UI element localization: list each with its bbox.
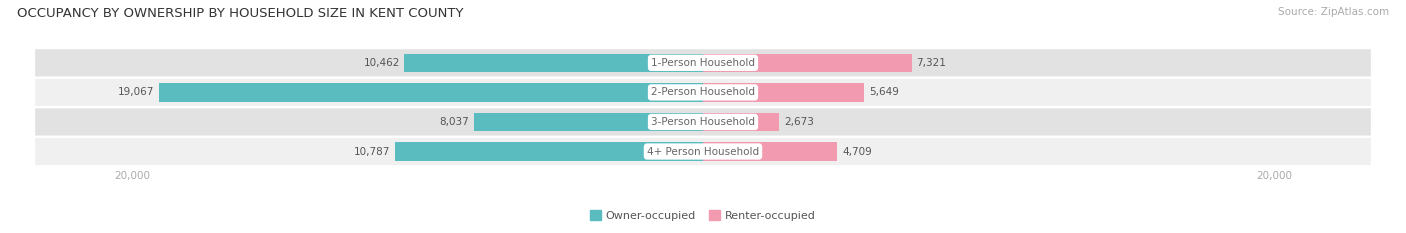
- Text: 19,067: 19,067: [118, 87, 155, 97]
- Text: 2,673: 2,673: [785, 117, 814, 127]
- Text: 10,462: 10,462: [364, 58, 399, 68]
- FancyBboxPatch shape: [35, 138, 1371, 165]
- Text: 5,649: 5,649: [869, 87, 898, 97]
- Bar: [395, 142, 703, 161]
- Legend: Owner-occupied, Renter-occupied: Owner-occupied, Renter-occupied: [586, 206, 820, 225]
- Text: 1-Person Household: 1-Person Household: [651, 58, 755, 68]
- Bar: [474, 113, 703, 131]
- Text: 3-Person Household: 3-Person Household: [651, 117, 755, 127]
- FancyBboxPatch shape: [35, 108, 1371, 136]
- Text: 2-Person Household: 2-Person Household: [651, 87, 755, 97]
- Bar: [703, 142, 838, 161]
- Bar: [703, 113, 779, 131]
- Text: OCCUPANCY BY OWNERSHIP BY HOUSEHOLD SIZE IN KENT COUNTY: OCCUPANCY BY OWNERSHIP BY HOUSEHOLD SIZE…: [17, 7, 464, 20]
- Text: 10,787: 10,787: [354, 147, 391, 157]
- Text: 7,321: 7,321: [917, 58, 946, 68]
- FancyBboxPatch shape: [35, 79, 1371, 106]
- Bar: [405, 54, 703, 72]
- Text: 4,709: 4,709: [842, 147, 872, 157]
- FancyBboxPatch shape: [35, 49, 1371, 76]
- Text: Source: ZipAtlas.com: Source: ZipAtlas.com: [1278, 7, 1389, 17]
- Bar: [159, 83, 703, 102]
- Text: 4+ Person Household: 4+ Person Household: [647, 147, 759, 157]
- Bar: [703, 83, 865, 102]
- Bar: [703, 54, 912, 72]
- Text: 8,037: 8,037: [439, 117, 470, 127]
